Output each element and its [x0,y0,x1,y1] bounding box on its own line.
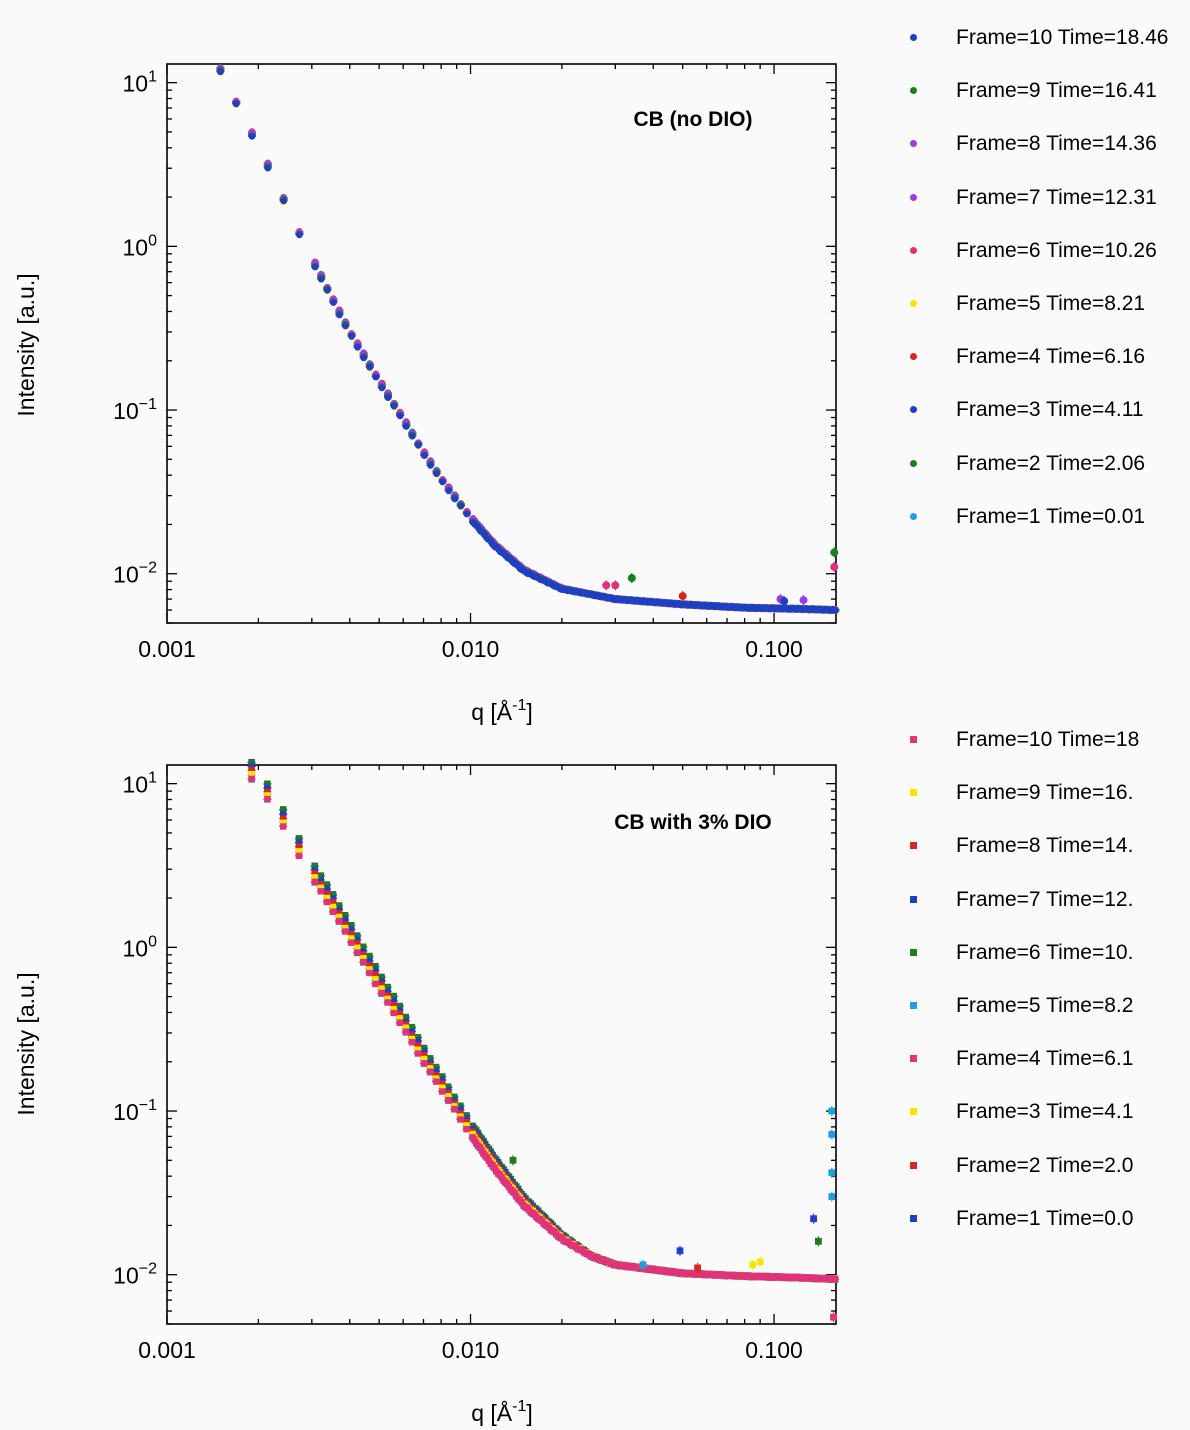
x-tick-label: 0.100 [745,636,803,662]
x-tick-label: 0.001 [138,636,196,662]
data-markers [247,759,839,1323]
x-tick-label: 0.100 [745,1337,803,1363]
x-ticks [166,765,775,1324]
y-ticks [167,82,836,624]
panel-annotation: CB (no DIO) [634,108,753,131]
y-axis-label: Intensity [a.u.] [13,273,39,416]
x-axis-label: q [Å-1] [471,1398,533,1426]
panel-annotation: CB with 3% DIO [614,811,772,834]
y-ticks [167,783,836,1325]
y-tick-label: 101 [123,770,158,798]
x-ticks [166,64,775,623]
x-tick-label: 0.001 [138,1337,196,1363]
y-tick-label: 10−2 [113,560,157,588]
y-axis-label: Intensity [a.u.] [13,972,39,1115]
data-markers [216,64,840,615]
x-axis-label: q [Å-1] [471,697,533,725]
y-tick-label: 10−1 [113,396,157,424]
plot-frame [166,63,837,624]
plot-frame [166,764,837,1325]
y-tick-label: 10−1 [113,1097,157,1125]
x-tick-label: 0.010 [442,1337,500,1363]
y-tick-label: 100 [123,232,158,260]
panel-bottom: CB with 3% DIO Intensity [a.u.] q [Å-1] … [13,759,839,1426]
y-tick-label: 10−2 [113,1261,157,1289]
y-tick-label: 101 [123,69,158,97]
panel-top: CB (no DIO) Intensity [a.u.] q [Å-1] 0.0… [13,63,840,725]
x-tick-label: 0.010 [442,636,500,662]
y-tick-label: 100 [123,933,158,961]
